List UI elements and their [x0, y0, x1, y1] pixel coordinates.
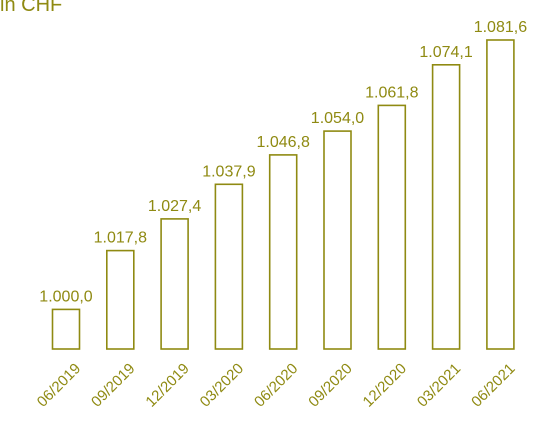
x-tick-label: 06/2021	[468, 360, 518, 410]
x-tick-label: 06/2019	[34, 360, 84, 410]
x-tick-label: 12/2020	[360, 360, 410, 410]
data-label: 1.054,0	[311, 110, 364, 127]
bar-03/2020	[214, 183, 244, 350]
x-tick-label: 06/2020	[251, 360, 301, 410]
data-label: 1.017,8	[94, 230, 147, 247]
data-label: 1.000,0	[39, 288, 92, 305]
bar-03/2021	[431, 64, 461, 350]
bar-06/2019	[51, 308, 81, 350]
data-label: 1.074,1	[419, 44, 472, 61]
data-label: 1.081,6	[474, 19, 527, 36]
data-label: 1.037,9	[202, 163, 255, 180]
data-label: 1.061,8	[365, 84, 418, 101]
x-tick-label: 12/2019	[142, 360, 192, 410]
bar-12/2019	[160, 218, 189, 350]
bar-06/2020	[268, 154, 298, 350]
unit-label: in CHF	[0, 0, 63, 16]
x-tick-label: 03/2021	[414, 360, 464, 410]
bar-09/2020	[323, 130, 352, 350]
data-label: 1.046,8	[257, 134, 310, 151]
x-tick-label: 03/2020	[197, 360, 247, 410]
bar-06/2021	[486, 39, 515, 350]
data-label: 1.027,4	[148, 198, 201, 215]
bar-09/2019	[106, 249, 135, 350]
bar-12/2020	[377, 104, 407, 350]
x-tick-label: 09/2019	[88, 360, 138, 410]
x-tick-label: 09/2020	[305, 360, 355, 410]
